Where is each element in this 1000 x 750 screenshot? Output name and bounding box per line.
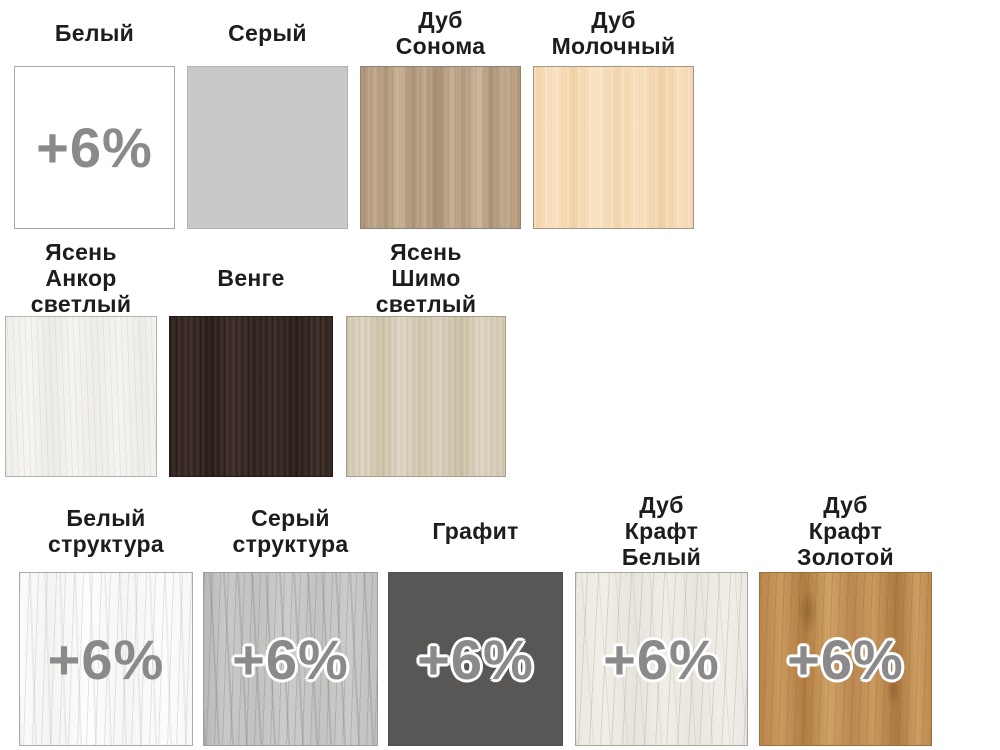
surcharge-badge: +6% <box>36 116 153 179</box>
swatch-cell-oak-craft-gold: Дуб Крафт Золотой +6% <box>759 490 932 746</box>
swatch-cell-ash-shimo-light: Ясень Шимо светлый <box>346 239 506 477</box>
swatch-cell-oak-craft-white: Дуб Крафт Белый +6% <box>575 490 748 746</box>
swatch-label-white-structure: Белый структура <box>48 505 164 557</box>
surcharge-badge: +6% <box>787 627 904 691</box>
surcharge-badge: +6% <box>47 627 165 691</box>
swatch-white-structure[interactable]: +6% <box>19 572 193 746</box>
swatch-label-gray: Серый <box>228 20 307 46</box>
swatch-cell-graphite: Графит +6% <box>388 490 563 746</box>
swatch-label-gray-structure: Серый структура <box>232 505 349 557</box>
swatch-oak-craft-white[interactable]: +6% <box>575 572 748 746</box>
swatch-cell-ash-anchor-light: Ясень Анкор светлый <box>5 239 157 477</box>
swatch-label-ash-anchor-light: Ясень Анкор светлый <box>30 239 132 317</box>
surcharge-badge: +6% <box>232 627 349 691</box>
swatch-label-ash-shimo-light: Ясень Шимо светлый <box>375 239 477 317</box>
swatch-cell-white: Белый +6% <box>14 0 175 229</box>
swatch-oak-sonoma[interactable] <box>360 66 521 229</box>
swatch-gray[interactable] <box>187 66 348 229</box>
swatch-label-graphite: Графит <box>432 518 519 544</box>
swatch-gray-structure[interactable]: +6% <box>203 572 378 746</box>
swatch-white[interactable]: +6% <box>14 66 175 229</box>
swatch-label-wenge: Венге <box>217 265 285 291</box>
swatch-label-oak-craft-gold: Дуб Крафт Золотой <box>797 492 894 570</box>
swatch-cell-white-structure: Белый структура +6% <box>19 490 193 746</box>
swatch-wenge[interactable] <box>169 316 333 477</box>
swatch-oak-craft-gold[interactable]: +6% <box>759 572 932 746</box>
surcharge-badge: +6% <box>417 627 534 691</box>
swatch-label-oak-sonoma: Дуб Сонома <box>395 7 486 59</box>
swatch-ash-anchor-light[interactable] <box>5 316 157 477</box>
surcharge-badge: +6% <box>603 627 720 691</box>
swatch-graphite[interactable]: +6% <box>388 572 563 746</box>
swatch-cell-gray-structure: Серый структура +6% <box>203 490 378 746</box>
swatch-cell-wenge: Венге <box>169 240 333 477</box>
swatch-cell-oak-milky: Дуб Молочный <box>533 0 694 229</box>
swatch-cell-oak-sonoma: Дуб Сонома <box>360 0 521 229</box>
swatch-cell-gray: Серый <box>187 0 348 229</box>
swatch-label-white: Белый <box>54 20 135 46</box>
swatch-ash-shimo-light[interactable] <box>346 316 506 477</box>
swatch-label-oak-craft-white: Дуб Крафт Белый <box>621 492 702 570</box>
swatch-oak-milky[interactable] <box>533 66 694 229</box>
swatch-label-oak-milky: Дуб Молочный <box>551 7 676 59</box>
